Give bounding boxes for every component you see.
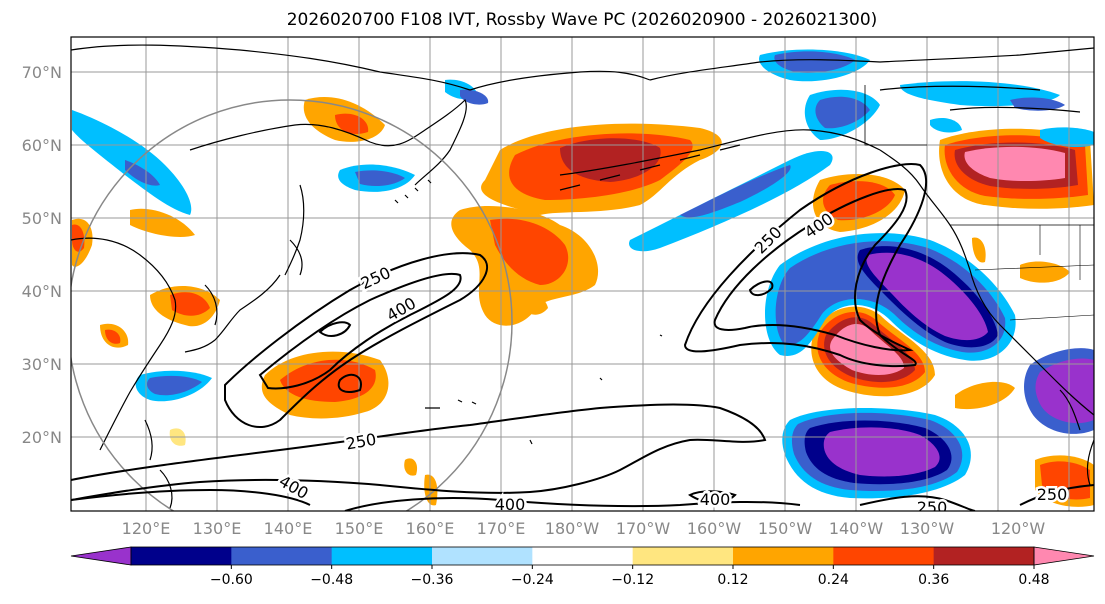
contour-label: 250 [917,498,948,517]
colorbar-segment [733,547,834,565]
lat-label: 30°N [22,355,62,374]
colorbar-tick-label: 0.12 [717,572,748,588]
contour-label: 250 [1037,485,1068,504]
lon-label: 170°W [616,519,671,538]
lon-label: 160°W [687,519,742,538]
ivt-contours [71,163,1094,511]
colorbar-frame [130,546,1035,566]
map-layers: 250 400 250 400 250 400 400 250 250 400 [71,37,1094,517]
colorbar-segment [833,547,935,565]
lon-label: 120°E [122,519,171,538]
contour-label: 400 [495,495,526,514]
colorbar-tick-label: 0.24 [818,572,849,588]
colorbar-tick-label: −0.24 [511,572,554,588]
colorbar-segment [933,547,1035,565]
lon-label: 130°E [193,519,242,538]
graticule [71,37,1094,511]
longitude-labels: 120°E 130°E 140°E 150°E 160°E 170°E 180°… [122,519,1046,538]
colorbar-segment [331,547,433,565]
lon-label: 170°E [477,519,526,538]
colorbar-tick-label: −0.48 [310,572,353,588]
lon-label: 180°W [545,519,600,538]
colorbar-segment [532,547,634,565]
map-frame [70,36,1095,512]
lon-label: 130°W [900,519,955,538]
lon-label: 140°E [264,519,313,538]
lat-label: 70°N [22,63,62,82]
highlight-circle [71,99,513,511]
lon-label: 150°E [335,519,384,538]
ivt-positive-anomalies [72,97,1094,507]
latitude-labels: 70°N 60°N 50°N 40°N 30°N 20°N [22,63,62,447]
ivt-negative-anomalies [72,49,1094,499]
lat-label: 60°N [22,136,62,155]
contour-label: 400 [700,490,731,509]
colorbar-tick-label: 0.36 [918,572,949,588]
lat-label: 40°N [22,282,62,301]
coastlines [71,44,1094,509]
colorbar-segment [131,547,232,565]
lat-label: 50°N [22,209,62,228]
colorbar: −0.60 −0.48 −0.36 −0.24 −0.12 0.12 0.24 0.36 0.4… [70,546,1095,588]
lat-label: 20°N [22,428,62,447]
colorbar-tick-label: −0.12 [611,572,654,588]
colorbar-segment [432,547,533,565]
lon-label: 150°W [758,519,813,538]
colorbar-tick-label: −0.60 [210,572,253,588]
colorbar-extend-high [1033,546,1095,566]
colorbar-tick-label: 0.48 [1018,572,1049,588]
colorbar-segment [231,547,333,565]
figure-title: 2026020700 F108 IVT, Rossby Wave PC (202… [287,10,878,30]
colorbar-extend-low [70,546,132,566]
lon-label: 140°W [829,519,884,538]
colorbar-segment [632,547,734,565]
lon-label: 160°E [406,519,455,538]
colorbar-tick-label: −0.36 [411,572,454,588]
lon-label: 120°W [991,519,1046,538]
